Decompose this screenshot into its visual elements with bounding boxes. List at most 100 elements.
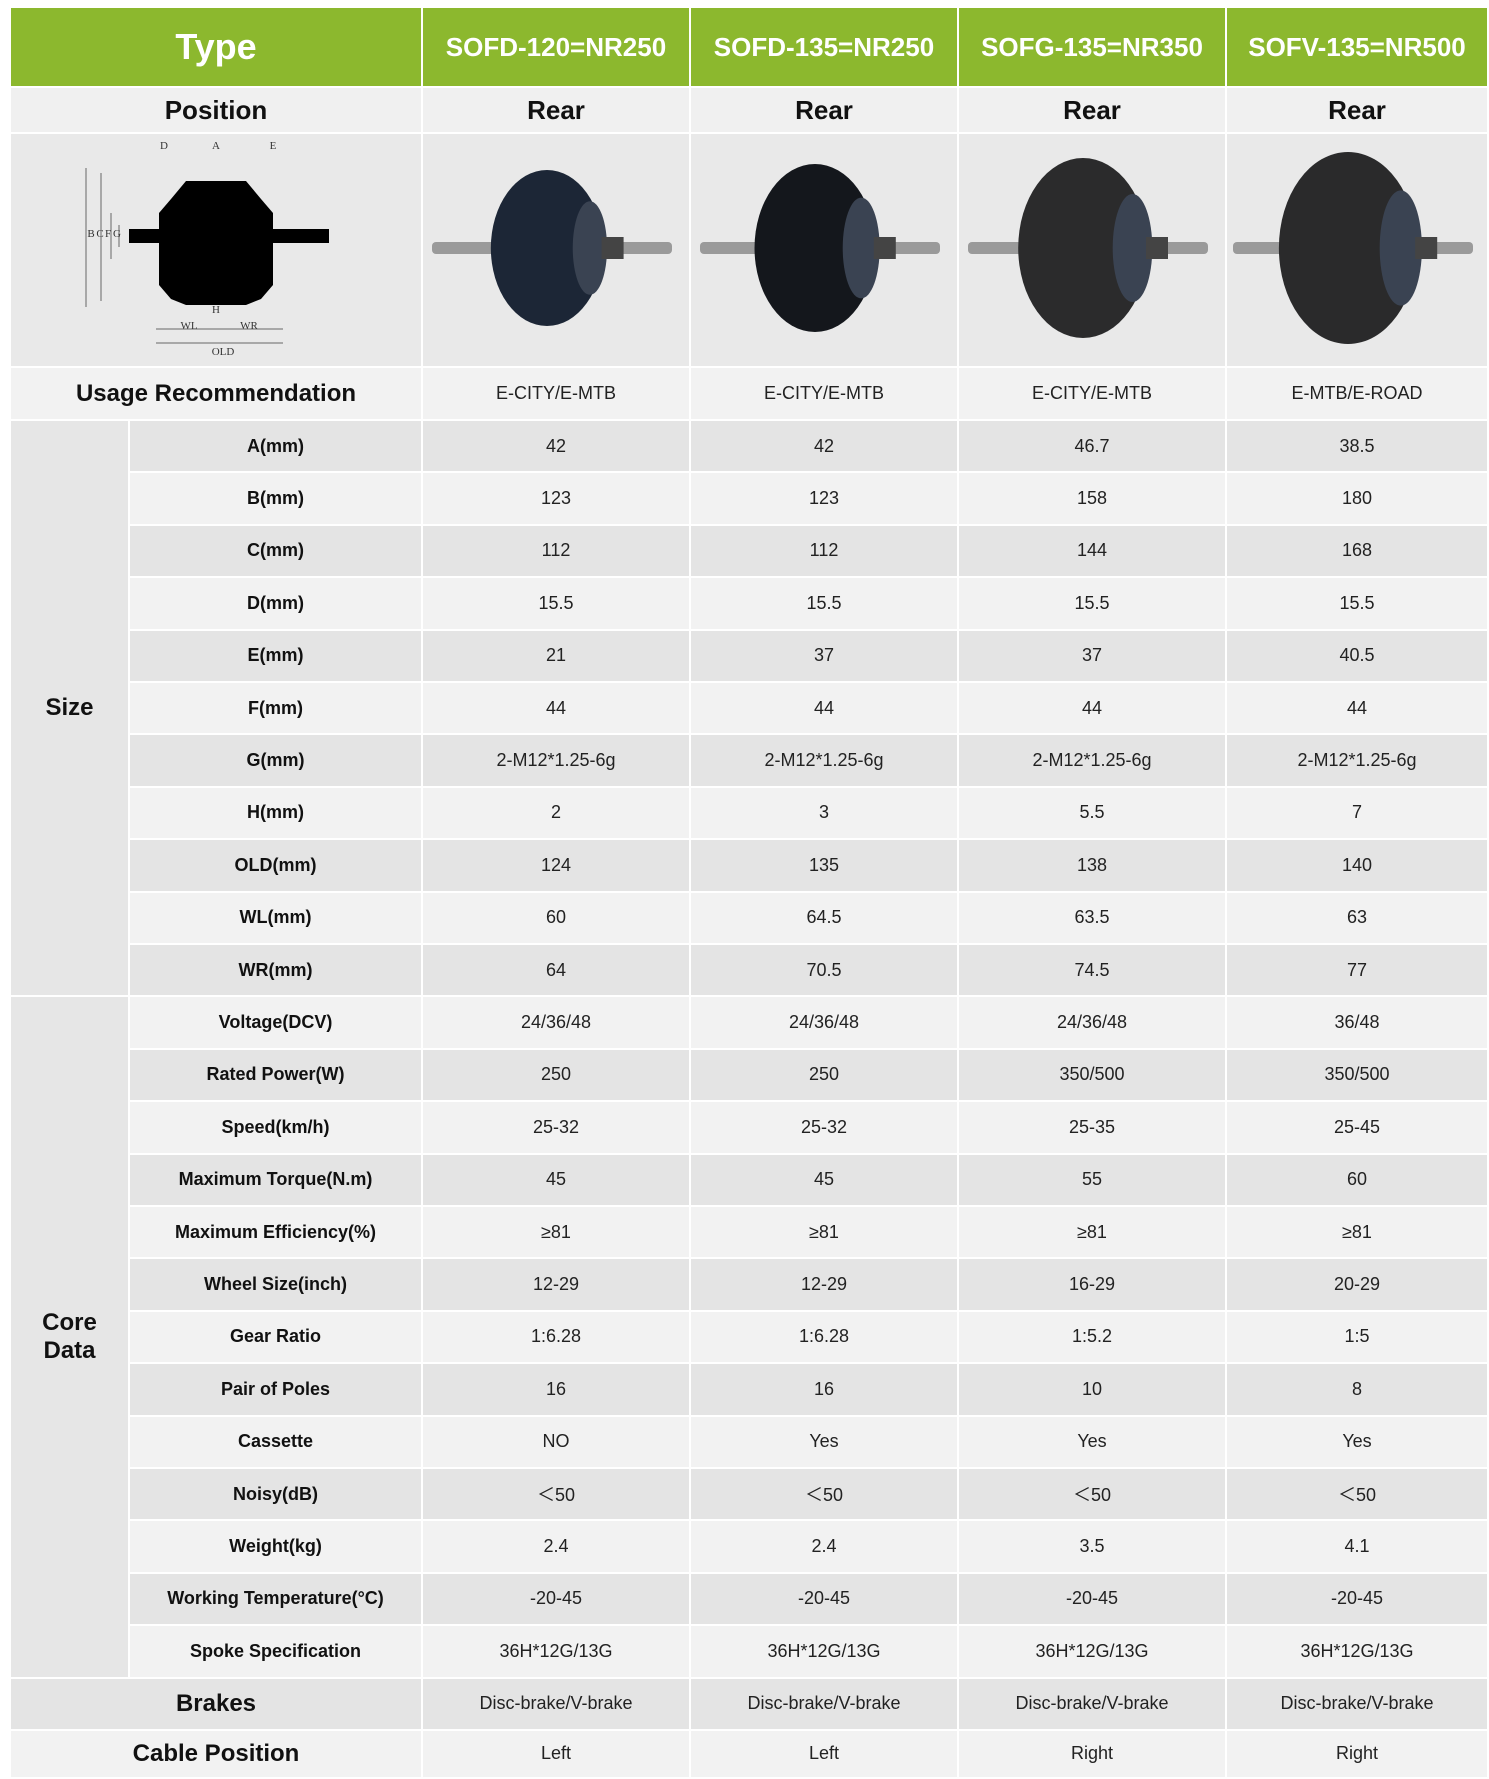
- row-label: H(mm): [130, 787, 423, 841]
- cell-value: 15.5: [1227, 578, 1489, 631]
- diagram-label: C: [96, 228, 103, 240]
- cell-value: 7: [1227, 787, 1489, 841]
- motor-image: [968, 158, 1208, 338]
- row-label: A(mm): [130, 421, 423, 474]
- diagram-label: WR: [240, 320, 258, 332]
- row-label: WL(mm): [130, 892, 423, 945]
- cell-value: 70.5: [691, 945, 959, 998]
- cell-value: -20-45: [1227, 1573, 1489, 1627]
- motor-photo: [1227, 134, 1489, 368]
- cell-value: 25-45: [1227, 1102, 1489, 1155]
- cell-value: 250: [423, 1049, 691, 1103]
- cell-value: Yes: [959, 1416, 1227, 1469]
- cell-value: Yes: [1227, 1416, 1489, 1469]
- cell-value: 2-M12*1.25-6g: [423, 735, 691, 788]
- cell-value: 74.5: [959, 945, 1227, 998]
- cell-value: ＜50: [1227, 1469, 1489, 1522]
- cell-value: ≥81: [1227, 1207, 1489, 1260]
- row-label: Maximum Torque(N.m): [130, 1154, 423, 1207]
- cell-value: Rear: [691, 88, 959, 134]
- header-label: Type: [11, 8, 423, 88]
- cell-value: 350/500: [959, 1049, 1227, 1103]
- cell-value: 36H*12G/13G: [959, 1626, 1227, 1679]
- cell-value: Right: [959, 1730, 1227, 1779]
- cell-value: 15.5: [959, 578, 1227, 631]
- row-label: Weight(kg): [130, 1521, 423, 1574]
- model-name: SOFD-135=NR250: [691, 8, 959, 88]
- row-label: Position: [11, 88, 423, 134]
- cell-value: 12-29: [423, 1259, 691, 1312]
- diagram-label: WL: [180, 320, 197, 332]
- cell-value: 5.5: [959, 787, 1227, 841]
- motor-photo: [959, 134, 1227, 368]
- cell-value: Disc-brake/V-brake: [1227, 1678, 1489, 1731]
- cell-value: 25-35: [959, 1102, 1227, 1155]
- diagram-label: OLD: [212, 346, 235, 358]
- cell-value: 16-29: [959, 1259, 1227, 1312]
- cell-value: Rear: [1227, 88, 1489, 134]
- cell-value: 16: [423, 1364, 691, 1417]
- cell-value: Rear: [959, 88, 1227, 134]
- cell-value: 1:6.28: [423, 1311, 691, 1365]
- row-label: D(mm): [130, 578, 423, 631]
- row-label: Rated Power(W): [130, 1049, 423, 1103]
- cell-value: 3.5: [959, 1521, 1227, 1574]
- row-label: Cable Position: [11, 1730, 423, 1779]
- cell-value: 1:5: [1227, 1311, 1489, 1365]
- cell-value: 25-32: [423, 1102, 691, 1155]
- row-label: Speed(km/h): [130, 1102, 423, 1155]
- diagram-label: A: [212, 140, 220, 152]
- cell-value: 37: [691, 630, 959, 683]
- motor-image: [700, 164, 940, 332]
- cell-value: 4.1: [1227, 1521, 1489, 1574]
- cell-value: 44: [423, 683, 691, 736]
- cell-value: 64.5: [691, 892, 959, 945]
- cell-value: 24/36/48: [691, 997, 959, 1050]
- row-label: Cassette: [130, 1416, 423, 1469]
- diagram-label: E: [270, 140, 277, 152]
- row-label: Voltage(DCV): [130, 997, 423, 1050]
- cell-value: 36H*12G/13G: [691, 1626, 959, 1679]
- cell-value: 8: [1227, 1364, 1489, 1417]
- cell-value: 37: [959, 630, 1227, 683]
- cell-value: 138: [959, 840, 1227, 893]
- cell-value: 112: [423, 525, 691, 579]
- cell-value: 60: [423, 892, 691, 945]
- cell-value: Left: [691, 1730, 959, 1779]
- diagram-label: G: [113, 228, 121, 240]
- cell-value: ≥81: [959, 1207, 1227, 1260]
- cell-value: 2-M12*1.25-6g: [1227, 735, 1489, 788]
- cell-value: 38.5: [1227, 421, 1489, 474]
- cell-value: Right: [1227, 1730, 1489, 1779]
- cell-value: 25-32: [691, 1102, 959, 1155]
- cell-value: 144: [959, 525, 1227, 579]
- group-label: Size: [11, 421, 130, 998]
- cell-value: 15.5: [423, 578, 691, 631]
- cell-value: Disc-brake/V-brake: [423, 1678, 691, 1731]
- cell-value: 112: [691, 525, 959, 579]
- cell-value: E-CITY/E-MTB: [959, 368, 1227, 421]
- cell-value: 24/36/48: [959, 997, 1227, 1050]
- diagram-label: B: [87, 228, 94, 240]
- cell-value: 350/500: [1227, 1049, 1489, 1103]
- cell-value: 2-M12*1.25-6g: [959, 735, 1227, 788]
- cell-value: 45: [691, 1154, 959, 1207]
- cell-value: Left: [423, 1730, 691, 1779]
- cell-value: 77: [1227, 945, 1489, 998]
- cell-value: ≥81: [691, 1207, 959, 1260]
- cell-value: 180: [1227, 473, 1489, 526]
- cell-value: 40.5: [1227, 630, 1489, 683]
- row-label: Noisy(dB): [130, 1469, 423, 1522]
- cell-value: ＜50: [691, 1469, 959, 1522]
- cell-value: 45: [423, 1154, 691, 1207]
- cell-value: 158: [959, 473, 1227, 526]
- cell-value: 3: [691, 787, 959, 841]
- cell-value: 42: [423, 421, 691, 474]
- cell-value: 2-M12*1.25-6g: [691, 735, 959, 788]
- row-label: E(mm): [130, 630, 423, 683]
- cell-value: ＜50: [423, 1469, 691, 1522]
- cell-value: 2: [423, 787, 691, 841]
- cell-value: 46.7: [959, 421, 1227, 474]
- cell-value: NO: [423, 1416, 691, 1469]
- cell-value: Disc-brake/V-brake: [691, 1678, 959, 1731]
